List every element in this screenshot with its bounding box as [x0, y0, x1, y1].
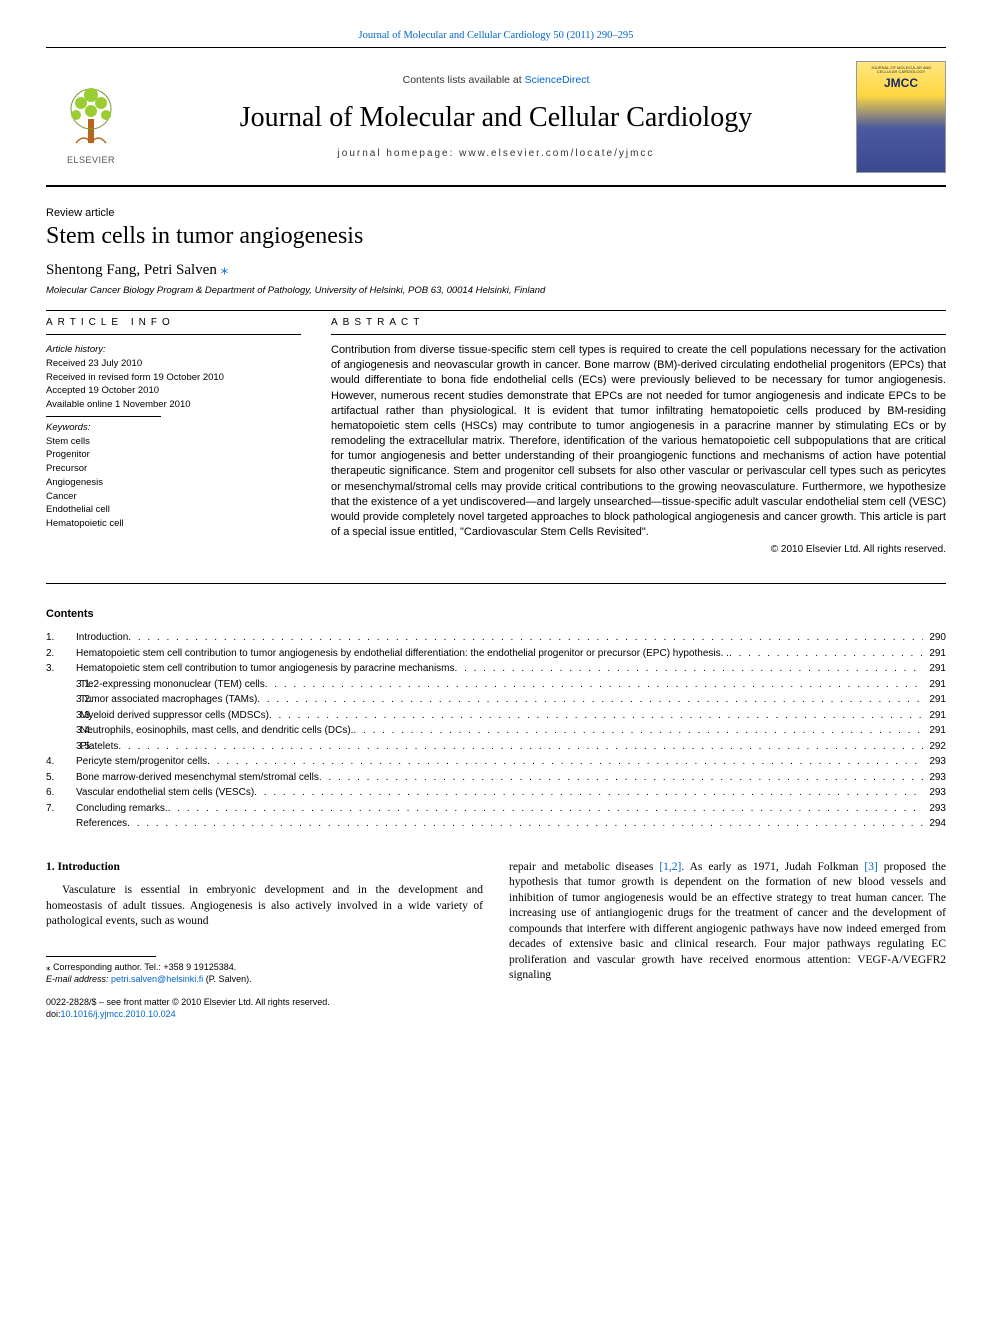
- copyright: © 2010 Elsevier Ltd. All rights reserved…: [331, 544, 946, 555]
- corresponding-star-icon[interactable]: ⁎: [221, 262, 229, 278]
- table-of-contents: 1.Introduction . . . . . . . . . . . . .…: [46, 630, 946, 832]
- section-heading: 1. Introduction: [46, 860, 483, 876]
- toc-entry[interactable]: 1.Introduction . . . . . . . . . . . . .…: [46, 630, 946, 646]
- journal-header: ELSEVIER Contents lists available at Sci…: [46, 47, 946, 187]
- journal-cover-thumb: JOURNAL OF MOLECULAR AND CELLULAR CARDIO…: [856, 61, 946, 173]
- toc-entry[interactable]: 2.Hematopoietic stem cell contribution t…: [46, 646, 946, 662]
- abstract-heading: abstract: [331, 311, 946, 335]
- affiliation: Molecular Cancer Biology Program & Depar…: [46, 285, 946, 296]
- toc-entry[interactable]: 3.1.Tie2-expressing mononuclear (TEM) ce…: [46, 677, 946, 693]
- body-text: 1. Introduction Vasculature is essential…: [46, 860, 946, 1021]
- authors: Shentong Fang, Petri Salven ⁎: [46, 260, 946, 279]
- toc-entry[interactable]: 7.Concluding remarks. . . . . . . . . . …: [46, 801, 946, 817]
- toc-entry[interactable]: References . . . . . . . . . . . . . . .…: [46, 816, 946, 832]
- toc-entry[interactable]: 3.Hematopoietic stem cell contribution t…: [46, 661, 946, 677]
- toc-entry[interactable]: 3.3.Myeloid derived suppressor cells (MD…: [46, 708, 946, 724]
- toc-entry[interactable]: 3.5.Platelets . . . . . . . . . . . . . …: [46, 739, 946, 755]
- keywords: Keywords: Stem cells Progenitor Precurso…: [46, 421, 301, 531]
- article-title: Stem cells in tumor angiogenesis: [46, 223, 946, 250]
- contents-heading: Contents: [46, 608, 946, 620]
- body-paragraph: Vasculature is essential in embryonic de…: [46, 883, 483, 930]
- journal-name: Journal of Molecular and Cellular Cardio…: [136, 102, 856, 134]
- abstract-text: Contribution from diverse tissue-specifi…: [331, 343, 946, 540]
- elsevier-tree-icon: [56, 83, 126, 153]
- citation-link[interactable]: [3]: [864, 861, 877, 873]
- article-history: Article history: Received 23 July 2010 R…: [46, 343, 301, 412]
- toc-entry[interactable]: 5.Bone marrow-derived mesenchymal stem/s…: [46, 770, 946, 786]
- corresponding-footnote: ⁎ Corresponding author. Tel.: +358 9 191…: [46, 961, 483, 985]
- email-link[interactable]: petri.salven@helsinki.fi: [111, 974, 203, 984]
- citation-link[interactable]: [1,2]: [659, 861, 681, 873]
- footnote-divider: [46, 956, 156, 957]
- journal-homepage[interactable]: journal homepage: www.elsevier.com/locat…: [136, 148, 856, 159]
- divider: [46, 583, 946, 584]
- sciencedirect-link[interactable]: ScienceDirect: [525, 74, 590, 86]
- publisher-name: ELSEVIER: [67, 155, 115, 165]
- body-paragraph: repair and metabolic diseases [1,2]. As …: [509, 860, 946, 984]
- toc-entry[interactable]: 3.2.Tumor associated macrophages (TAMs) …: [46, 692, 946, 708]
- doi-block: 0022-2828/$ – see front matter © 2010 El…: [46, 997, 483, 1020]
- toc-entry[interactable]: 3.4.Neutrophils, eosinophils, mast cells…: [46, 723, 946, 739]
- toc-entry[interactable]: 6.Vascular endothelial stem cells (VESCs…: [46, 785, 946, 801]
- publisher-logo: ELSEVIER: [46, 67, 136, 167]
- running-head[interactable]: Journal of Molecular and Cellular Cardio…: [46, 30, 946, 41]
- article-type: Review article: [46, 207, 946, 219]
- toc-entry[interactable]: 4.Pericyte stem/progenitor cells . . . .…: [46, 754, 946, 770]
- divider: [46, 416, 161, 417]
- doi-link[interactable]: 10.1016/j.yjmcc.2010.10.024: [61, 1009, 176, 1019]
- contents-available: Contents lists available at ScienceDirec…: [136, 74, 856, 86]
- article-info-heading: article info: [46, 311, 301, 335]
